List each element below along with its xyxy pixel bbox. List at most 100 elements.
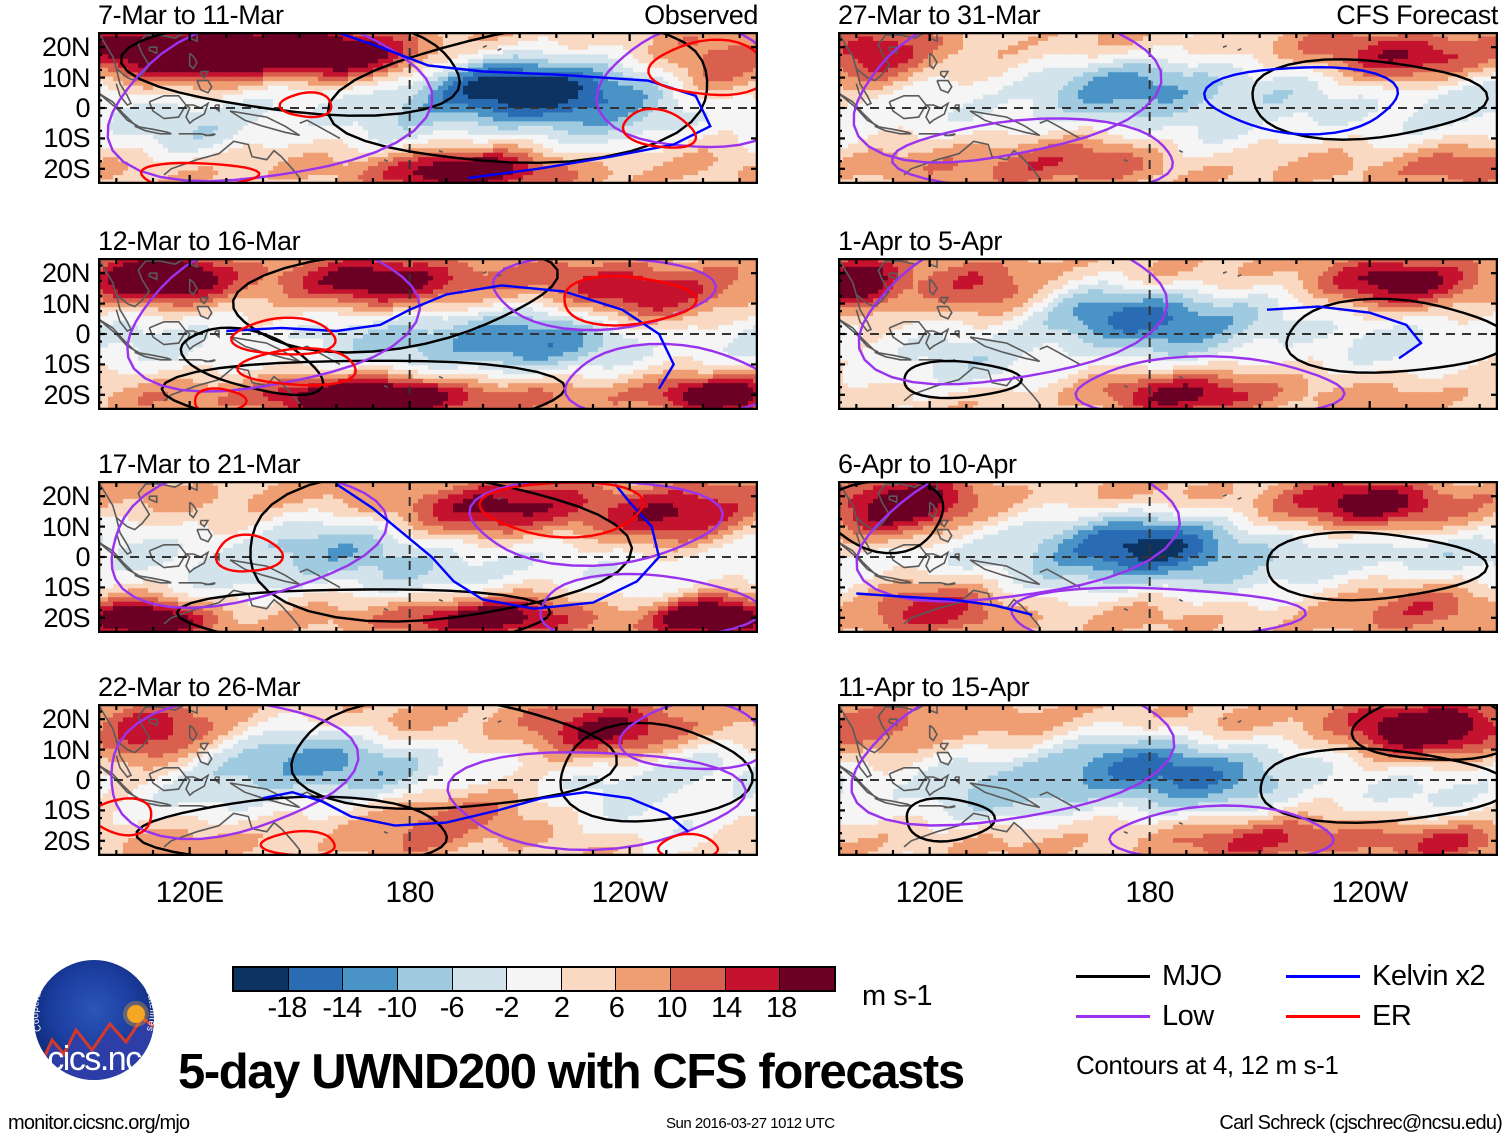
axis-ticks bbox=[838, 704, 1498, 856]
contour-line bbox=[855, 481, 1182, 603]
footer-source-url[interactable]: monitor.cicsnc.org/mjo bbox=[8, 1112, 190, 1135]
legend-line-swatch bbox=[1076, 975, 1150, 978]
contour-line bbox=[1266, 305, 1423, 360]
legend-item-mjo: MJO bbox=[1076, 962, 1286, 991]
legend-label: Kelvin x2 bbox=[1372, 962, 1486, 991]
colorbar-tick-labels: -18 -14 -10 -6 -2 2 6 10 14 18 bbox=[232, 992, 836, 1026]
contour-line bbox=[852, 32, 1163, 164]
panel-obs-4: 22-Mar to 26-Mar bbox=[98, 674, 758, 856]
axis-ticks bbox=[838, 32, 1498, 184]
contour-line bbox=[98, 797, 153, 837]
contour-line bbox=[1350, 704, 1498, 762]
contour-line bbox=[905, 796, 997, 843]
x-tick-180-right: 180 bbox=[1070, 878, 1230, 908]
contour-line bbox=[647, 38, 758, 97]
logo-sun bbox=[127, 1005, 145, 1023]
logo-wordmark: cics.nc bbox=[47, 1040, 142, 1078]
y-tick-20S: 20S bbox=[0, 604, 90, 632]
contour-line bbox=[262, 790, 690, 833]
colorbar-tick--14: -14 bbox=[322, 994, 362, 1023]
colorbar-tick-18: 18 bbox=[766, 994, 797, 1023]
footer-timestamp: Sun 2016-03-27 1012 UTC bbox=[666, 1115, 835, 1132]
contour-line bbox=[214, 533, 285, 573]
contour-line bbox=[857, 258, 1169, 386]
contour-line bbox=[139, 161, 261, 184]
contour-line bbox=[175, 588, 552, 633]
colorbar-cell-6 bbox=[561, 968, 617, 990]
colorbar-cell-4 bbox=[452, 968, 508, 990]
coastlines bbox=[838, 704, 1242, 851]
contour-line bbox=[1202, 65, 1400, 136]
y-tick-20S: 20S bbox=[0, 155, 90, 183]
x-tick-120E-left: 120E bbox=[110, 878, 270, 908]
legend-item-er: ER bbox=[1286, 1002, 1496, 1031]
colorbar: -18 -14 -10 -6 -2 2 6 10 14 18 bbox=[232, 966, 836, 1026]
contour-line bbox=[478, 481, 645, 539]
contour-line bbox=[126, 258, 422, 393]
contour-line bbox=[120, 32, 462, 117]
colorbar-swatches bbox=[232, 966, 836, 992]
y-tick-10N: 10N bbox=[0, 513, 91, 541]
colorbar-tick--10: -10 bbox=[377, 994, 417, 1023]
contour-line bbox=[856, 592, 1033, 616]
panel-obs-1: 7-Mar to 11-Mar Observed bbox=[98, 2, 758, 184]
axis-ticks bbox=[98, 32, 758, 184]
plot-area-obs-3 bbox=[98, 481, 758, 633]
colorbar-cell-2 bbox=[343, 968, 398, 990]
coastlines bbox=[98, 704, 502, 851]
contour-line bbox=[656, 832, 720, 856]
contour-line bbox=[559, 721, 754, 823]
y-tick-0: 0 bbox=[0, 767, 90, 794]
contour-line bbox=[1266, 530, 1489, 602]
panel-title-cfs-1: 27-Mar to 31-Mar bbox=[838, 2, 1041, 29]
x-tick-120W-right: 120W bbox=[1290, 878, 1450, 908]
contour-line bbox=[110, 481, 389, 610]
y-tick-10S: 10S bbox=[0, 351, 90, 378]
legend-label: ER bbox=[1372, 1002, 1412, 1031]
colorbar-cell-8 bbox=[671, 968, 726, 990]
column-header-left: Observed bbox=[644, 2, 758, 29]
legend-label: Low bbox=[1162, 1002, 1214, 1031]
plot-area-cfs-2 bbox=[838, 258, 1498, 410]
contour-line bbox=[1009, 586, 1308, 633]
panel-cfs-1: 27-Mar to 31-Mar CFS Forecast bbox=[838, 2, 1498, 184]
contour-line bbox=[1259, 747, 1498, 825]
x-tick-120E-right: 120E bbox=[850, 878, 1010, 908]
panel-obs-2: 12-Mar to 16-Mar bbox=[98, 228, 758, 410]
footer-author[interactable]: Carl Schreck (cjschrec@ncsu.edu) bbox=[1219, 1112, 1502, 1135]
colorbar-cell-9 bbox=[725, 968, 781, 990]
panel-cfs-3: 6-Apr to 10-Apr bbox=[838, 451, 1498, 633]
colorbar-cell-10 bbox=[780, 968, 835, 990]
plot-area-obs-2 bbox=[98, 258, 758, 410]
colorbar-cell-5 bbox=[507, 968, 562, 990]
contour-line bbox=[1251, 58, 1489, 141]
coastlines bbox=[838, 481, 1242, 628]
contour-line bbox=[278, 91, 333, 119]
column-header-right: CFS Forecast bbox=[1336, 2, 1498, 29]
panel-title-obs-2: 12-Mar to 16-Mar bbox=[98, 228, 301, 255]
contour-line bbox=[468, 481, 725, 568]
contour-line bbox=[1108, 804, 1335, 856]
legend-line-swatch bbox=[1076, 1015, 1150, 1018]
legend-line-swatch bbox=[1286, 975, 1360, 978]
y-tick-20S: 20S bbox=[0, 827, 90, 855]
colorbar-tick-14: 14 bbox=[711, 994, 742, 1023]
colorbar-cell-0 bbox=[234, 968, 289, 990]
contour-interval-note: Contours at 4, 12 m s-1 bbox=[1076, 1052, 1339, 1078]
plot-area-obs-1 bbox=[98, 32, 758, 184]
contour-line bbox=[621, 107, 698, 149]
y-tick-20N: 20N bbox=[0, 34, 91, 61]
y-tick-0: 0 bbox=[0, 321, 90, 348]
panel-title-obs-1: 7-Mar to 11-Mar bbox=[98, 2, 284, 29]
colorbar-tick--18: -18 bbox=[267, 994, 307, 1023]
panel-title-cfs-3: 6-Apr to 10-Apr bbox=[838, 451, 1017, 478]
contour-line bbox=[891, 117, 1175, 184]
y-tick-20N: 20N bbox=[0, 260, 91, 287]
contour-line bbox=[226, 284, 676, 390]
colorbar-tick-10: 10 bbox=[656, 994, 687, 1023]
colorbar-units-label: m s-1 bbox=[862, 982, 933, 1011]
legend-line-swatch bbox=[1286, 1015, 1360, 1018]
plot-area-cfs-1 bbox=[838, 32, 1498, 184]
colorbar-tick--2: -2 bbox=[495, 994, 520, 1023]
axis-ticks bbox=[98, 481, 758, 633]
